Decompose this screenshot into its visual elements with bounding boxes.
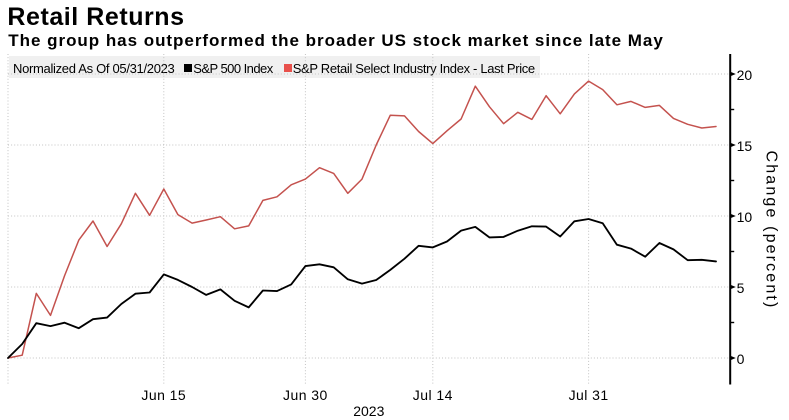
svg-text:2023: 2023 — [353, 403, 384, 419]
svg-text:15: 15 — [737, 138, 753, 154]
svg-text:Jun 15: Jun 15 — [141, 387, 186, 403]
svg-text:Jul 31: Jul 31 — [569, 387, 609, 403]
svg-text:20: 20 — [737, 67, 753, 83]
svg-text:Jun 30: Jun 30 — [283, 387, 328, 403]
svg-text:Change (percent): Change (percent) — [763, 151, 780, 310]
svg-text:10: 10 — [737, 209, 753, 225]
svg-text:5: 5 — [737, 280, 745, 296]
svg-text:0: 0 — [737, 351, 745, 367]
svg-text:Jul 14: Jul 14 — [413, 387, 453, 403]
